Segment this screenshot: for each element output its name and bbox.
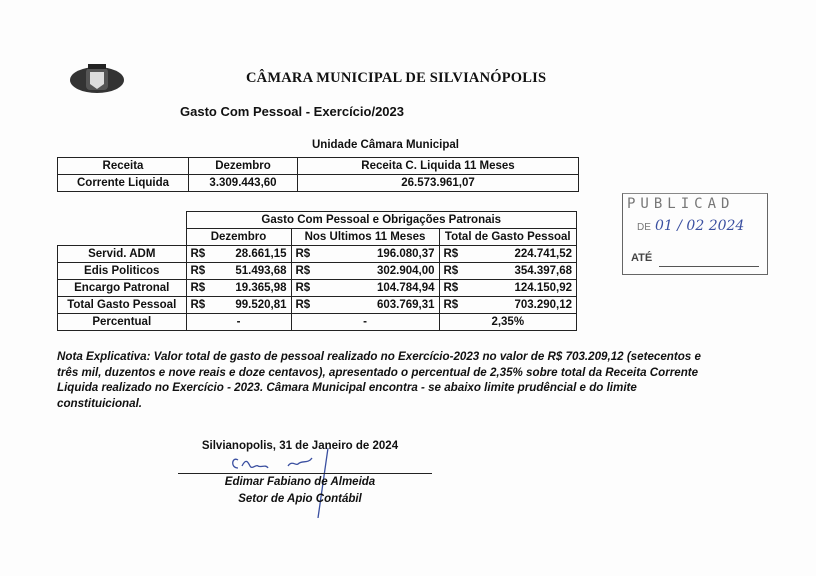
value-cell: - bbox=[185, 313, 292, 331]
page-title: CÂMARA MUNICIPAL DE SILVIANÓPOLIS bbox=[246, 70, 547, 86]
amount: 51.493,68 bbox=[235, 265, 287, 277]
stamp-from-label: DE bbox=[637, 222, 651, 233]
amount: 19.365,98 bbox=[235, 282, 287, 294]
currency-symbol: R$ bbox=[443, 299, 459, 311]
percent-cell: 2,35% bbox=[438, 313, 577, 331]
money-cell: R$ 224.741,52 bbox=[438, 245, 577, 263]
header-cell: Receita bbox=[57, 157, 189, 175]
expense-table: Gasto Com Pessoal e Obrigações Patronais… bbox=[57, 211, 577, 331]
signer-role: Setor de Apio Contábil bbox=[238, 493, 362, 505]
revenue-table: Receita Dezembro Receita C. Liquida 11 Mes… bbox=[57, 157, 579, 192]
header-cell: Receita C. Liquida 11 Meses bbox=[297, 157, 579, 175]
header-cell: Dezembro bbox=[185, 228, 292, 246]
currency-symbol: R$ bbox=[295, 265, 311, 277]
publication-stamp: PUBLICAD DE 01 / 02 2024 ATÉ bbox=[622, 193, 768, 275]
currency-symbol: R$ bbox=[443, 248, 459, 260]
currency-symbol: R$ bbox=[295, 248, 311, 260]
amount: 354.397,68 bbox=[514, 265, 572, 277]
header-cell: Dezembro bbox=[188, 157, 298, 175]
value-cell: - bbox=[290, 313, 440, 331]
row-label: Total Gasto Pessoal bbox=[57, 296, 187, 314]
currency-symbol: R$ bbox=[190, 248, 206, 260]
currency-symbol: R$ bbox=[443, 282, 459, 294]
money-cell: R$ 302.904,00 bbox=[290, 262, 440, 280]
money-cell: R$ 703.290,12 bbox=[438, 296, 577, 314]
amount: 104.784,94 bbox=[376, 282, 435, 294]
header-cell: Total de Gasto Pessoal bbox=[438, 228, 577, 246]
money-cell: R$ 603.769,31 bbox=[290, 296, 440, 314]
signer-name: Edimar Fabiano de Almeida bbox=[224, 476, 376, 488]
handwritten-signature bbox=[232, 448, 329, 518]
row-label: Edis Politicos bbox=[57, 262, 187, 280]
value-cell: 3.309.443,60 bbox=[188, 174, 298, 192]
money-cell: R$ 51.493,68 bbox=[185, 262, 292, 280]
amount: 196.080,37 bbox=[376, 248, 435, 260]
money-cell: R$ 124.150,92 bbox=[438, 279, 577, 297]
table-row: Servid. ADM R$ 28.661,15 R$ 196.080,37 R$ 224.… bbox=[57, 245, 577, 263]
amount: 703.290,12 bbox=[514, 299, 572, 311]
currency-symbol: R$ bbox=[295, 299, 311, 311]
table-row: Total Gasto Pessoal R$ 99.520,81 R$ 603.769,… bbox=[57, 296, 577, 314]
amount: 302.904,00 bbox=[376, 265, 435, 277]
explanatory-note: Nota Explicativa: Valor total de gasto d… bbox=[57, 350, 701, 410]
stamp-title: PUBLICAD bbox=[627, 196, 735, 212]
money-cell: R$ 19.365,98 bbox=[185, 279, 292, 297]
currency-symbol: R$ bbox=[443, 265, 459, 277]
row-label: Percentual bbox=[57, 313, 187, 331]
currency-symbol: R$ bbox=[190, 299, 206, 311]
amount: 224.741,52 bbox=[514, 248, 572, 260]
row-label: Encargo Patronal bbox=[57, 279, 187, 297]
amount: 28.661,15 bbox=[235, 248, 287, 260]
value-cell: 26.573.961,07 bbox=[297, 174, 579, 192]
money-cell: R$ 196.080,37 bbox=[290, 245, 440, 263]
header-cell: Nos Ultimos 11 Meses bbox=[290, 228, 440, 246]
unit-label: Unidade Câmara Municipal bbox=[312, 139, 459, 151]
row-label: Servid. ADM bbox=[57, 245, 187, 263]
currency-symbol: R$ bbox=[295, 282, 311, 294]
money-cell: R$ 354.397,68 bbox=[438, 262, 577, 280]
signature-line bbox=[178, 473, 432, 474]
amount: 124.150,92 bbox=[514, 282, 572, 294]
group-header: Gasto Com Pessoal e Obrigações Patronais bbox=[185, 211, 577, 229]
row-label: Corrente Liquida bbox=[57, 174, 189, 192]
money-cell: R$ 99.520,81 bbox=[185, 296, 292, 314]
stamp-to-line bbox=[659, 266, 759, 267]
table-row: Edis Politicos R$ 51.493,68 R$ 302.904,00 R$ 3… bbox=[57, 262, 577, 280]
table-row: Encargo Patronal R$ 19.365,98 R$ 104.784,94 R… bbox=[57, 279, 577, 297]
money-cell: R$ 28.661,15 bbox=[185, 245, 292, 263]
stamp-from-date: 01 / 02 2024 bbox=[655, 218, 745, 234]
amount: 603.769,31 bbox=[376, 299, 435, 311]
coat-of-arms-logo bbox=[70, 64, 124, 93]
place-date: Silvianopolis, 31 de Janeiro de 2024 bbox=[201, 440, 399, 452]
currency-symbol: R$ bbox=[190, 265, 206, 277]
page-subtitle: Gasto Com Pessoal - Exercício/2023 bbox=[180, 104, 404, 119]
stamp-to-label: ATÉ bbox=[631, 252, 653, 264]
currency-symbol: R$ bbox=[190, 282, 206, 294]
money-cell: R$ 104.784,94 bbox=[290, 279, 440, 297]
amount: 99.520,81 bbox=[235, 299, 287, 311]
